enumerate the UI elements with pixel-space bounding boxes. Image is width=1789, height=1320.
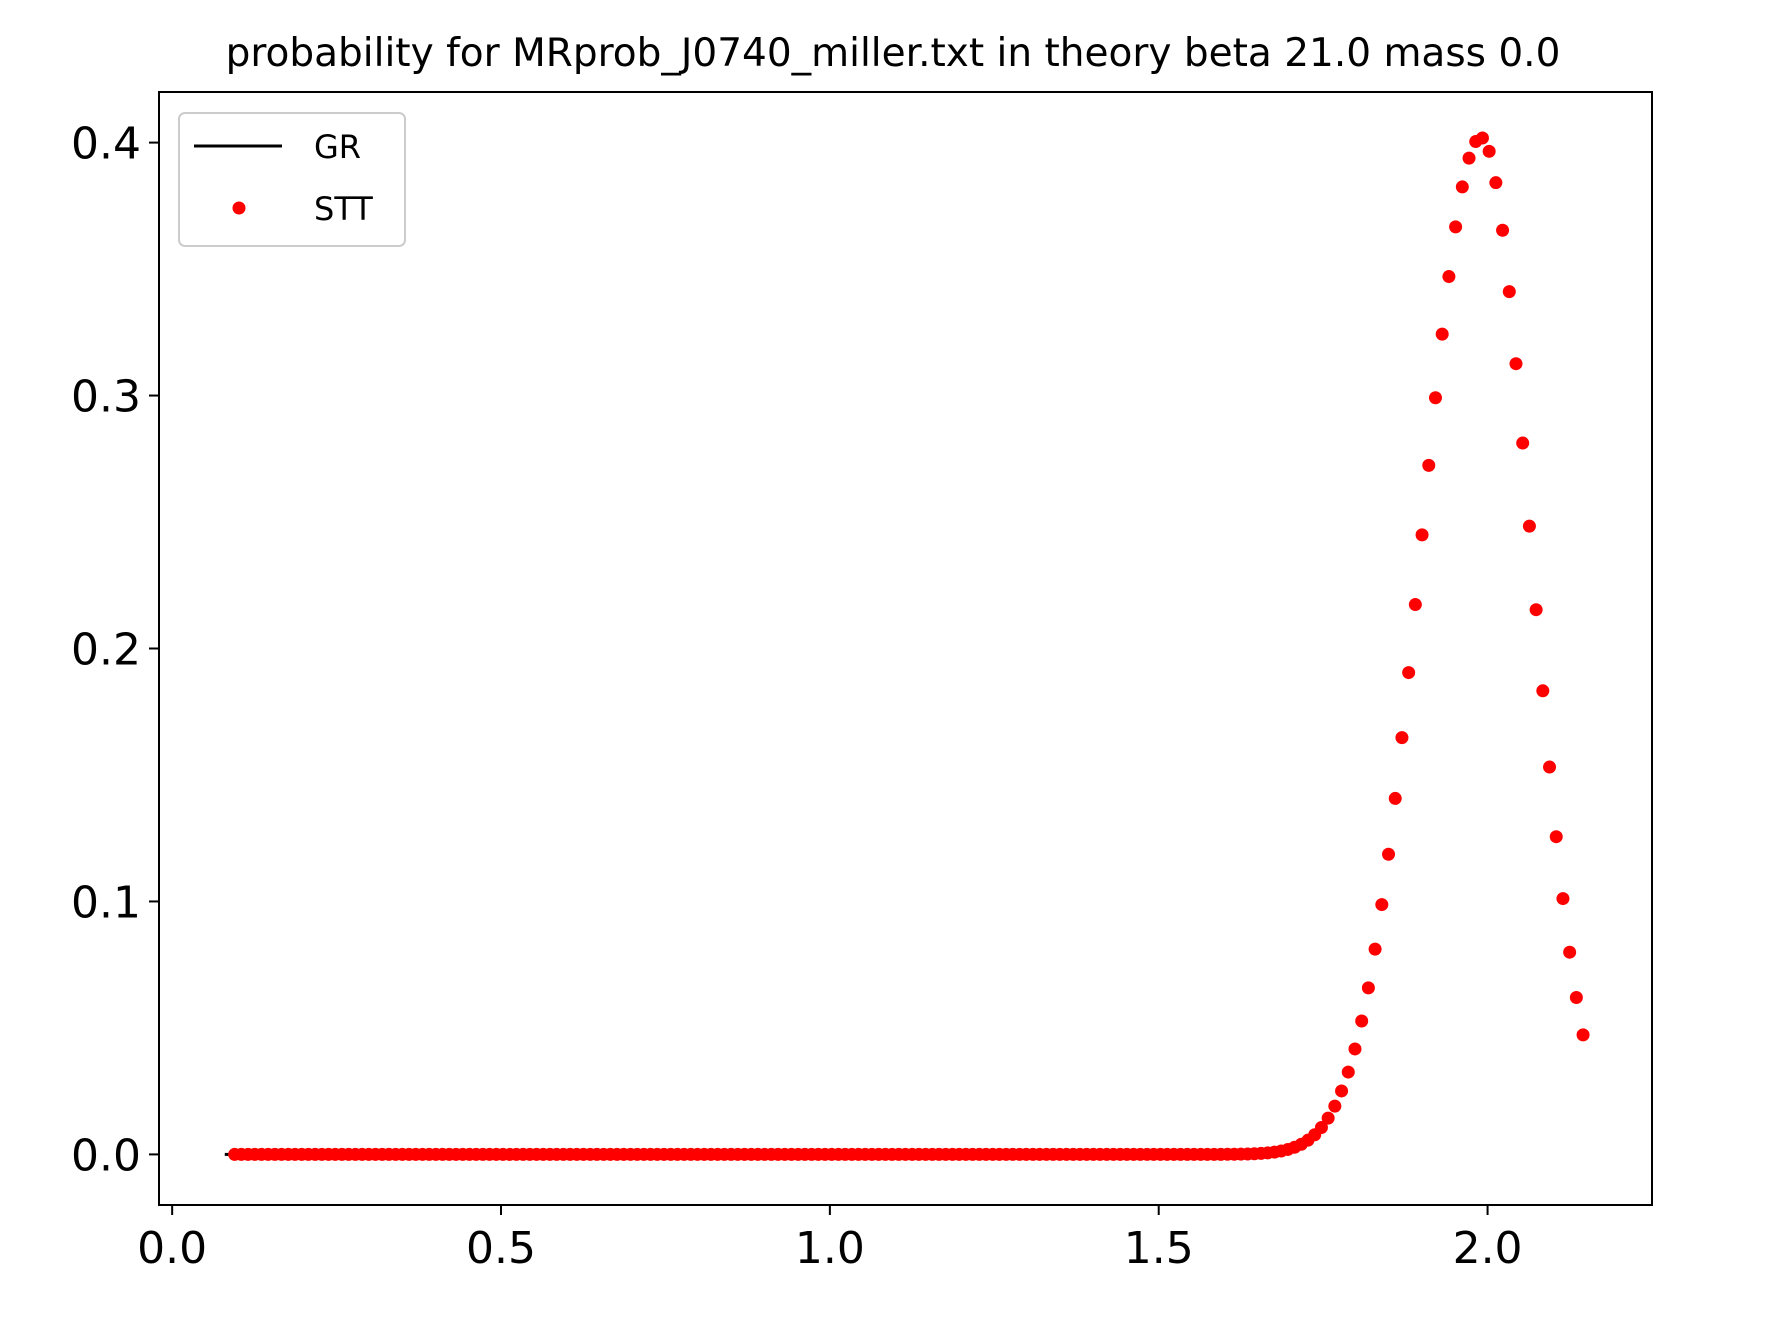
stt-point [1563, 945, 1577, 959]
stt-point [1402, 666, 1416, 680]
legend-stt-label: STT [314, 190, 373, 228]
stt-point [1449, 220, 1463, 234]
stt-point [1375, 898, 1389, 912]
stt-point [1321, 1111, 1335, 1125]
stt-point [1355, 1014, 1369, 1028]
stt-point [1529, 603, 1543, 617]
stt-point [1328, 1099, 1342, 1113]
stt-point [1496, 223, 1510, 237]
stt-point [1415, 528, 1429, 542]
stt-point [1549, 830, 1563, 844]
x-tick-label: 1.0 [795, 1223, 865, 1274]
stt-point [1368, 942, 1382, 956]
y-tick-label: 0.1 [71, 877, 141, 928]
legend-stt-swatch [232, 201, 246, 215]
stt-point [1422, 458, 1436, 472]
stt-point [1522, 519, 1536, 533]
stt-point [1576, 1028, 1590, 1042]
y-tick-label: 0.0 [71, 1130, 141, 1181]
x-tick-label: 0.5 [466, 1223, 536, 1274]
stt-point [1536, 684, 1550, 698]
x-tick-label: 0.0 [137, 1223, 207, 1274]
stt-point [1455, 180, 1469, 194]
axes: 0.0 0.5 1.0 1.5 2.0 0.0 0.1 0.2 0.3 0.4 [71, 119, 1523, 1274]
stt-point [1462, 151, 1476, 165]
stt-point [1442, 270, 1456, 284]
stt-point [1388, 791, 1402, 805]
stt-point [1395, 731, 1409, 745]
stt-point [1569, 991, 1583, 1005]
stt-point [1516, 436, 1530, 450]
stt-point [1341, 1065, 1355, 1079]
stt-point [1556, 892, 1570, 906]
plot-frame [158, 91, 1653, 1206]
stt-point [1489, 176, 1503, 190]
y-tick-label: 0.2 [71, 625, 141, 676]
y-tick-label: 0.4 [71, 119, 141, 170]
stt-point [1348, 1042, 1362, 1056]
x-tick-label: 2.0 [1453, 1223, 1523, 1274]
chart-title: probability for MRprob_J0740_miller.txt … [226, 31, 1561, 76]
stt-point [1482, 144, 1496, 158]
stt-point [1361, 981, 1375, 995]
stt-point [1335, 1084, 1349, 1098]
stt-point [1475, 131, 1489, 145]
stt-point [1314, 1121, 1328, 1135]
stt-point [1408, 598, 1422, 612]
stt-point [1428, 391, 1442, 405]
legend: GR STT [178, 112, 406, 247]
stt-point [1509, 357, 1523, 371]
x-tick-label: 1.5 [1124, 1223, 1194, 1274]
stt-point [1543, 760, 1557, 774]
stt-point [1502, 285, 1516, 299]
stt-point [1382, 847, 1396, 861]
plot-series [224, 131, 1590, 1161]
legend-gr-label: GR [314, 128, 361, 166]
stt-point [1435, 327, 1449, 341]
y-tick-label: 0.3 [71, 372, 141, 423]
